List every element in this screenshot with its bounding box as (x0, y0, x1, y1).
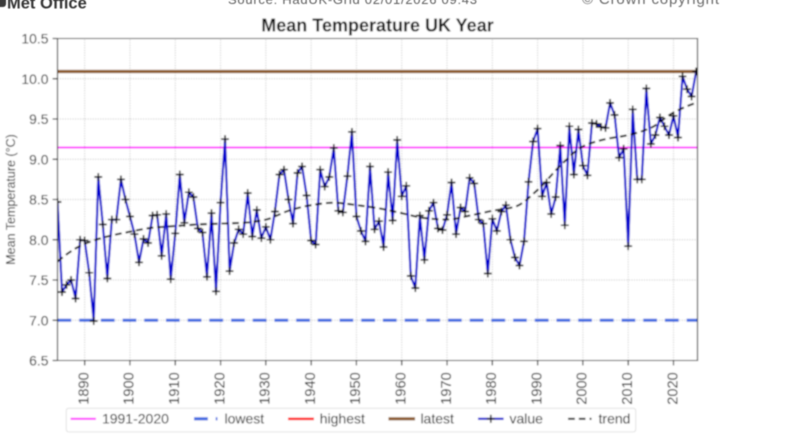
svg-text:1970: 1970 (439, 372, 455, 404)
svg-text:6.5: 6.5 (29, 353, 49, 369)
svg-text:Mean Temperature UK Year: Mean Temperature UK Year (261, 15, 493, 35)
svg-text:trend: trend (599, 411, 631, 427)
svg-text:2010: 2010 (620, 372, 636, 404)
svg-text:1960: 1960 (394, 372, 410, 404)
svg-text:1980: 1980 (484, 372, 500, 404)
svg-text:7.0: 7.0 (29, 312, 49, 328)
svg-text:1950: 1950 (348, 372, 364, 404)
svg-text:1991-2020: 1991-2020 (102, 411, 169, 427)
svg-text:latest: latest (420, 411, 454, 427)
svg-text:2000: 2000 (575, 372, 591, 404)
svg-text:1900: 1900 (122, 372, 138, 404)
svg-text:1920: 1920 (212, 372, 228, 404)
svg-text:© Crown copyright: © Crown copyright (582, 0, 720, 8)
svg-text:highest: highest (320, 411, 365, 427)
svg-text:2020: 2020 (665, 372, 681, 404)
svg-text:1940: 1940 (303, 372, 319, 404)
svg-text:10.5: 10.5 (21, 31, 48, 47)
svg-text:Mean Temperature (°C): Mean Temperature (°C) (4, 134, 18, 265)
svg-text:10.0: 10.0 (21, 71, 48, 87)
svg-text:lowest: lowest (224, 411, 264, 427)
svg-text:1930: 1930 (258, 372, 274, 404)
svg-text:1890: 1890 (76, 372, 92, 404)
svg-text:9.5: 9.5 (29, 111, 49, 127)
svg-text:8.5: 8.5 (29, 192, 49, 208)
svg-text:8.0: 8.0 (29, 232, 49, 248)
svg-text:value: value (509, 411, 543, 427)
svg-text:Met Office: Met Office (7, 0, 87, 12)
svg-text:7.5: 7.5 (29, 272, 49, 288)
svg-text:1990: 1990 (529, 372, 545, 404)
svg-text:Source: HadUK-Grid 02/01/2026: Source: HadUK-Grid 02/01/2026 09:43 (228, 0, 477, 7)
svg-text:1910: 1910 (167, 372, 183, 404)
svg-text:9.0: 9.0 (29, 151, 49, 167)
